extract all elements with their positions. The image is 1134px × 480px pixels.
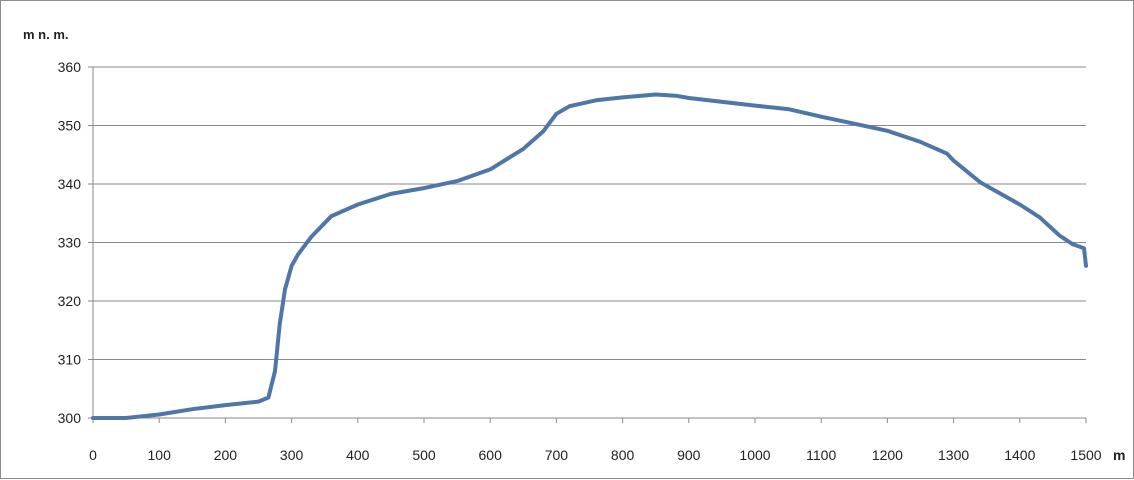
x-tick-label: 800 bbox=[611, 447, 635, 463]
x-tick-label: 100 bbox=[148, 447, 172, 463]
x-tick-label: 0 bbox=[89, 447, 97, 463]
series-line bbox=[91, 92, 1088, 420]
axes bbox=[88, 66, 1087, 423]
y-axis-title: m n. m. bbox=[23, 27, 69, 42]
x-tick-label: 1300 bbox=[938, 447, 969, 463]
y-tick-label: 330 bbox=[58, 235, 82, 251]
y-tick-label: 310 bbox=[58, 352, 82, 368]
x-tick-label: 300 bbox=[280, 447, 304, 463]
gridlines bbox=[93, 66, 1086, 360]
y-tick-label: 340 bbox=[58, 176, 82, 192]
x-tick-label: 600 bbox=[479, 447, 503, 463]
series-layer bbox=[91, 92, 1088, 420]
x-axis-title: m bbox=[1113, 447, 1125, 463]
y-tick-label: 350 bbox=[58, 118, 82, 134]
x-tick-label: 1500 bbox=[1070, 447, 1101, 463]
x-tick-label: 1100 bbox=[806, 447, 836, 463]
x-tick-label: 400 bbox=[346, 447, 370, 463]
x-tick-label: 900 bbox=[677, 447, 701, 463]
x-tick-label: 500 bbox=[412, 447, 436, 463]
y-tick-label: 300 bbox=[58, 410, 82, 426]
y-tick-label: 320 bbox=[58, 293, 82, 309]
x-tick-label: 200 bbox=[214, 447, 238, 463]
x-tick-label: 1400 bbox=[1004, 447, 1035, 463]
x-tick-label: 1200 bbox=[872, 447, 903, 463]
x-tick-label: 700 bbox=[545, 447, 569, 463]
x-tick-label: 1000 bbox=[739, 447, 770, 463]
tick-labels: 300 310 320 330 340 350 360 0 100 200 300 400 500 600… bbox=[58, 59, 1102, 463]
y-tick-label: 360 bbox=[58, 59, 82, 75]
